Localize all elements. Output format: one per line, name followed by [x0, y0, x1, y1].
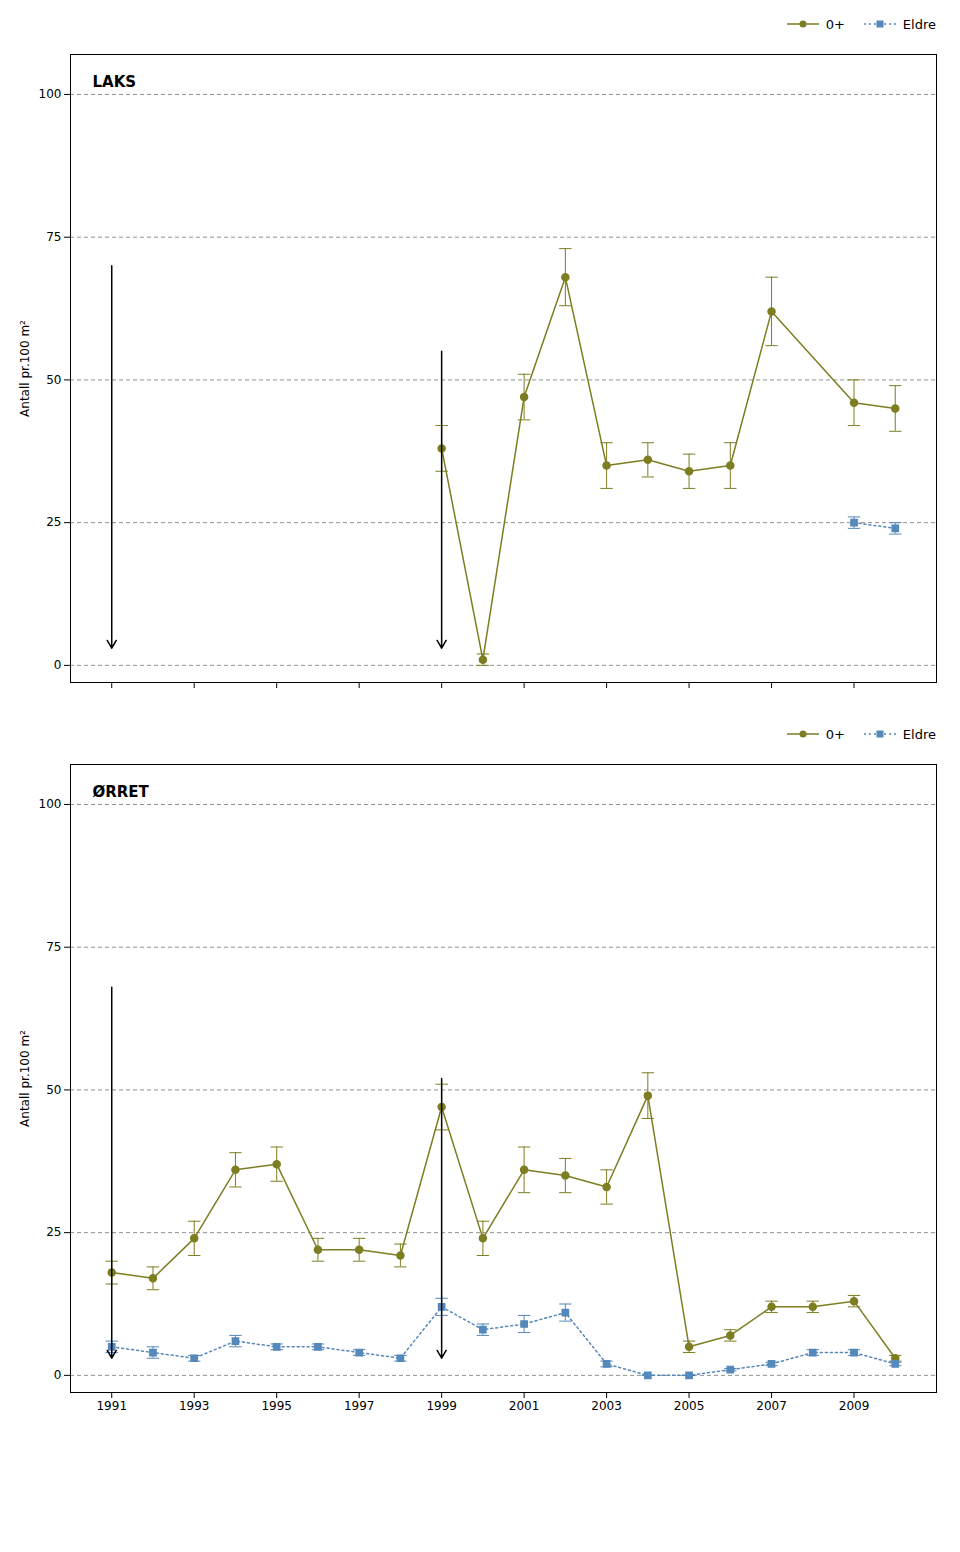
svg-text:50: 50 — [46, 1083, 61, 1097]
svg-text:2001: 2001 — [509, 1399, 540, 1413]
svg-text:0: 0 — [54, 1368, 62, 1382]
svg-text:50: 50 — [46, 373, 61, 387]
svg-text:100: 100 — [39, 87, 62, 101]
svg-text:1995: 1995 — [261, 1399, 292, 1413]
svg-text:1991: 1991 — [96, 1399, 127, 1413]
html-text:0+: 0+ — [825, 16, 845, 32]
svg-text:2003: 2003 — [591, 1399, 622, 1413]
svg-text:Antall pr.100 m²: Antall pr.100 m² — [18, 1030, 32, 1127]
svg-text:1993: 1993 — [179, 1399, 210, 1413]
svg-text:Antall pr.100 m²: Antall pr.100 m² — [18, 320, 32, 417]
svg-text:0: 0 — [54, 658, 62, 672]
svg-text:25: 25 — [46, 515, 61, 529]
svg-text:75: 75 — [46, 230, 61, 244]
svg-text:LAKS: LAKS — [93, 73, 137, 91]
svg-text:1999: 1999 — [426, 1399, 457, 1413]
svg-text:2005: 2005 — [674, 1399, 705, 1413]
svg-text:25: 25 — [46, 1225, 61, 1239]
svg-text:1997: 1997 — [344, 1399, 375, 1413]
svg-text:100: 100 — [39, 797, 62, 811]
svg-text:ØRRET: ØRRET — [93, 783, 150, 801]
svg-text:2007: 2007 — [756, 1399, 787, 1413]
html-text:Eldre: Eldre — [902, 726, 936, 742]
svg-text:2009: 2009 — [839, 1399, 870, 1413]
svg-text:75: 75 — [46, 940, 61, 954]
html-text:0+: 0+ — [825, 726, 845, 742]
html-text:Eldre: Eldre — [902, 16, 936, 32]
